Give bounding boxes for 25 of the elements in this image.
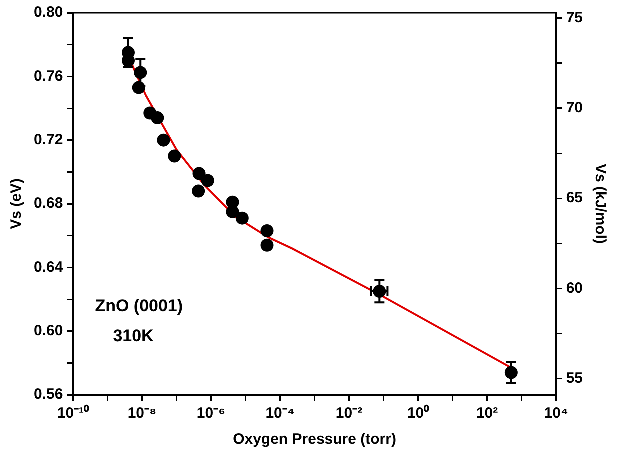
annotation: ZnO (0001): [95, 296, 184, 316]
y2-tick-label: 65: [566, 190, 584, 207]
x-tick-label: 10²: [476, 405, 498, 422]
y2-tick-label: 75: [566, 10, 584, 27]
y-tick-label: 0.80: [34, 4, 64, 22]
x-tick-label: 10⁻⁸: [128, 405, 157, 422]
x-tick-label: 10⁻¹⁰: [57, 404, 90, 422]
y-tick-label: 0.56: [34, 386, 64, 404]
x-tick-label: 10⁻⁴: [266, 405, 295, 422]
x-tick-label: 10⁰: [407, 404, 430, 422]
y-tick-label: 0.60: [34, 322, 64, 340]
y-tick-label: 0.72: [34, 131, 64, 148]
x-axis-title: Oxygen Pressure (torr): [233, 431, 396, 448]
y2-tick-label: 70: [566, 100, 584, 117]
y-tick-label: 0.68: [34, 195, 64, 212]
y2-tick-label: 60: [566, 280, 584, 297]
x-tick-label: 10⁻⁶: [196, 405, 226, 422]
x-tick-label: 10⁻²: [336, 405, 363, 422]
annotation: 310K: [113, 326, 155, 346]
x-tick-label: 10⁴: [544, 405, 568, 422]
y2-axis-title: Vs (kJ/mol): [592, 164, 609, 244]
y-axis-title: Vs (eV): [8, 178, 26, 230]
y-tick-label: 0.76: [34, 68, 64, 85]
y-tick-label: 0.64: [34, 258, 64, 276]
y2-tick-label: 55: [566, 370, 584, 387]
